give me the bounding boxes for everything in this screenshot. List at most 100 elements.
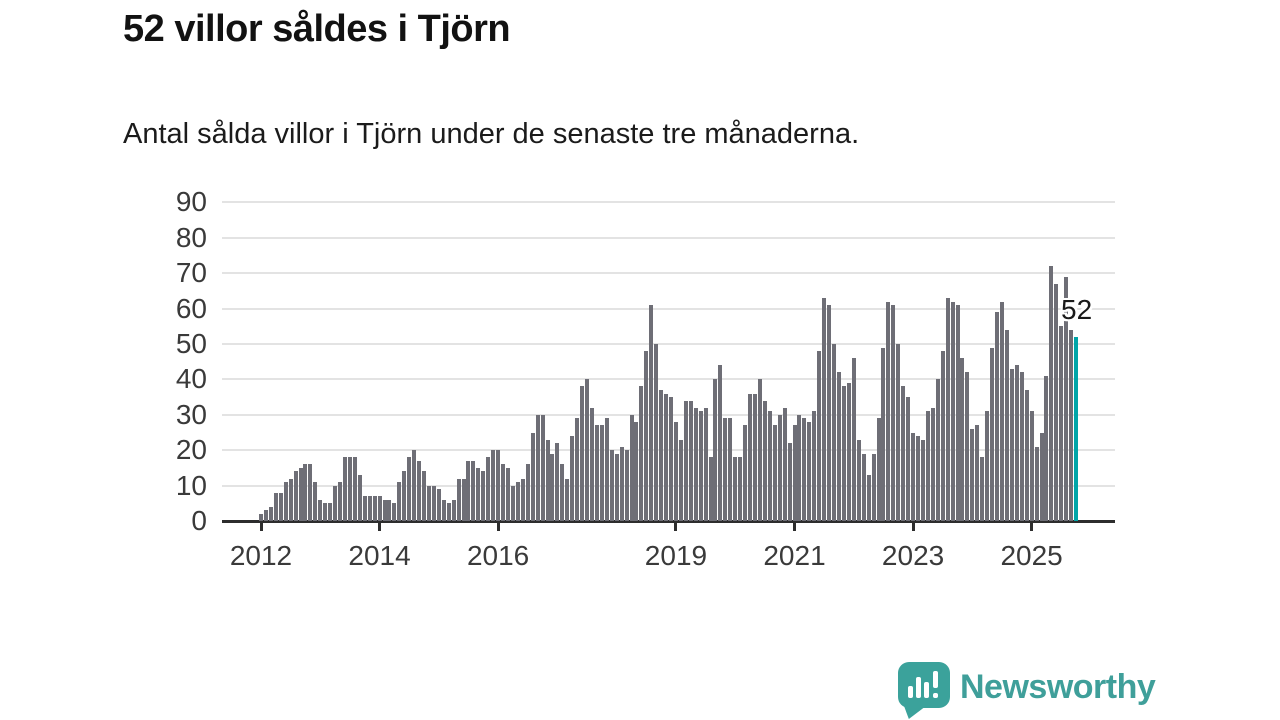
bar: [723, 418, 728, 521]
bar: [950, 301, 955, 521]
bar: [767, 411, 772, 521]
logo-chart-bar-icon: [924, 682, 929, 698]
x-tick: [911, 522, 915, 531]
bar: [436, 489, 441, 521]
bar: [362, 496, 367, 521]
bar: [920, 439, 925, 521]
bar: [945, 297, 950, 521]
bar: [565, 478, 570, 521]
x-tick: [1030, 522, 1034, 531]
gridline: [222, 449, 1115, 452]
x-axis-label: 2021: [763, 540, 826, 571]
bar: [861, 453, 866, 521]
bar: [916, 436, 921, 521]
bar: [1009, 368, 1014, 521]
bar: [871, 453, 876, 521]
bar: [609, 450, 614, 521]
y-axis-label: 90: [175, 186, 207, 218]
bar: [960, 358, 965, 521]
bar: [506, 467, 510, 521]
bar: [323, 503, 328, 521]
bar: [688, 400, 693, 521]
bar: [634, 421, 639, 521]
x-tick: [259, 522, 263, 531]
bar: [540, 414, 545, 521]
x-axis-line: [222, 520, 1115, 523]
y-axis-label: 50: [175, 328, 207, 359]
y-axis-label: 40: [175, 363, 207, 395]
x-tick: [496, 522, 500, 531]
bar: [402, 471, 407, 521]
bar: [412, 450, 417, 521]
newsworthy-logo: Newsworthy: [898, 662, 1158, 719]
bar: [822, 297, 827, 521]
bar: [417, 460, 422, 521]
bar: [372, 496, 377, 521]
bar: [377, 496, 382, 521]
bar: [303, 464, 308, 521]
x-tick: [674, 522, 678, 531]
bar: [589, 407, 594, 521]
bar: [456, 478, 461, 521]
bar: [654, 344, 659, 521]
bar: [896, 344, 901, 521]
bar: [515, 482, 520, 521]
bar: [1034, 446, 1039, 521]
bar: [318, 499, 323, 521]
x-axis-label: 2023: [881, 540, 945, 571]
bar: [629, 414, 634, 521]
bar: [461, 478, 466, 521]
bar: [426, 485, 431, 521]
bar: [387, 499, 392, 521]
bar: [288, 478, 293, 521]
bar: [940, 351, 945, 521]
logo-exclamation-icon: [933, 671, 938, 688]
bar: [1014, 365, 1019, 521]
bar: [570, 436, 575, 521]
bar: [594, 425, 599, 521]
gridline: [222, 343, 1115, 345]
bar: [762, 400, 767, 521]
gridline: [222, 413, 1115, 416]
bar: [812, 411, 817, 521]
bar: [313, 482, 318, 521]
bar: [614, 453, 619, 521]
bar: [259, 513, 263, 521]
x-axis-label: 2019: [644, 540, 708, 571]
bar: [876, 418, 881, 521]
bar: [718, 365, 723, 521]
bar: [1039, 432, 1044, 521]
bar: [930, 407, 935, 521]
bar: [925, 411, 930, 521]
bar: [510, 485, 515, 521]
bar: [347, 457, 352, 521]
bar: [777, 414, 782, 521]
bar: [357, 474, 362, 521]
bar: [673, 421, 678, 521]
bar: [985, 411, 990, 521]
bar: [743, 425, 748, 521]
bar: [273, 492, 278, 521]
bar: [802, 418, 807, 521]
bar: [757, 379, 762, 521]
bar: [678, 439, 683, 521]
bar: [703, 407, 708, 521]
bar: [338, 482, 343, 521]
gridline: [222, 378, 1115, 381]
x-tick: [793, 522, 797, 531]
gridline: [222, 307, 1115, 310]
y-axis-label: 0: [191, 505, 207, 536]
last-value-label: 52: [1061, 294, 1093, 325]
bar: [530, 432, 535, 521]
logo-chart-bar-icon: [916, 677, 921, 698]
bar: [851, 358, 856, 521]
x-axis-label: 2025: [1000, 540, 1063, 571]
bar: [466, 460, 471, 521]
y-axis-label: 80: [175, 221, 207, 253]
x-axis-label: 2012: [229, 540, 293, 571]
bar: [970, 428, 975, 521]
bar: [278, 492, 283, 521]
bar: [980, 457, 985, 521]
bar: [965, 372, 970, 521]
